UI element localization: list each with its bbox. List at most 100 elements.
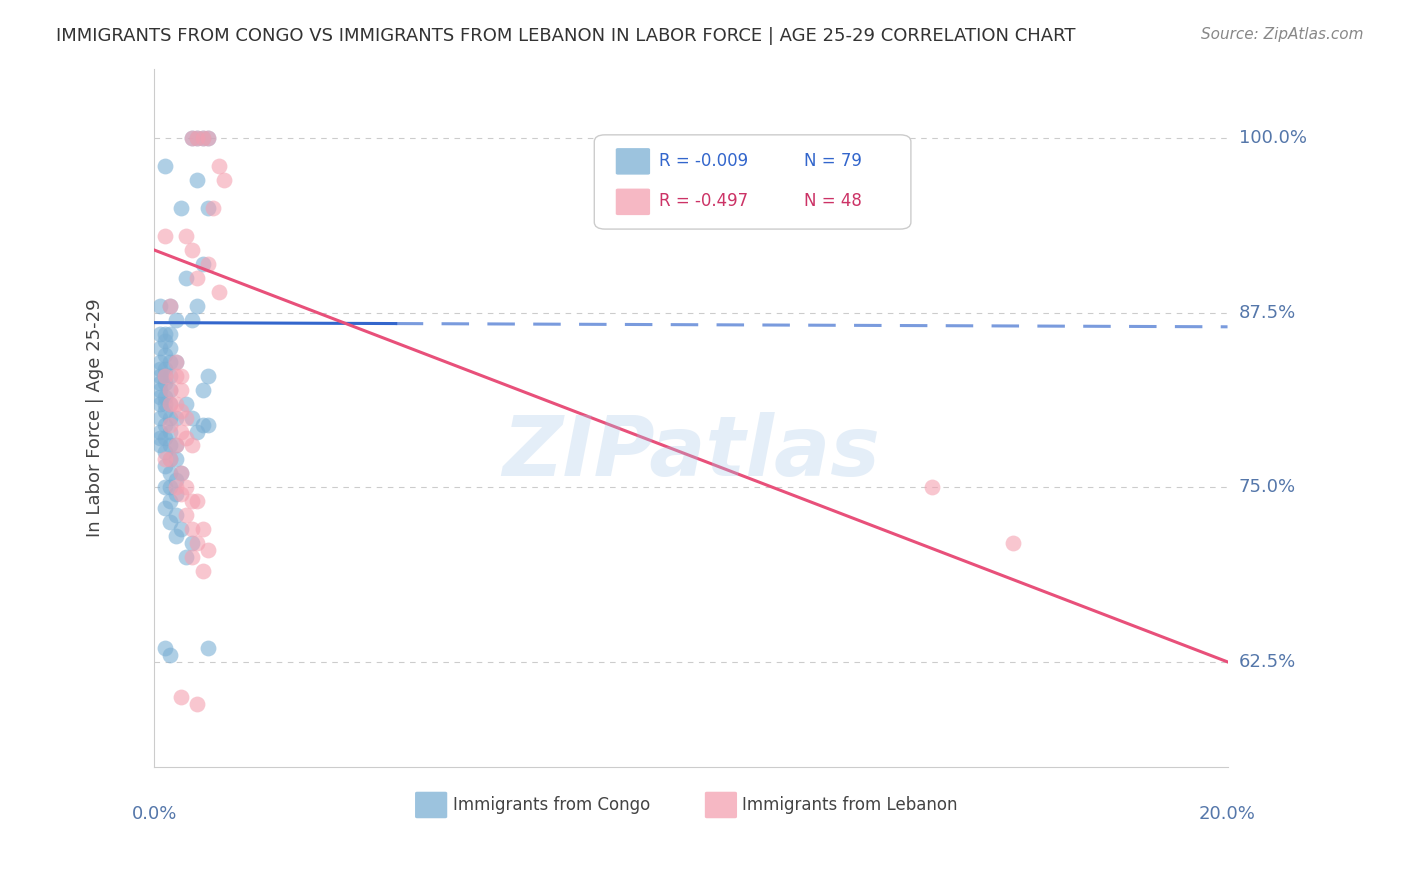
Point [212, 173, 235, 187]
Point [153, 501, 176, 516]
Point [197, 417, 219, 432]
Point [191, 522, 214, 536]
Point [176, 396, 198, 410]
Point [170, 425, 193, 439]
Point [149, 396, 172, 410]
Point [180, 550, 202, 565]
Text: 62.5%: 62.5% [1239, 653, 1296, 671]
Point [159, 425, 181, 439]
Point [159, 417, 181, 432]
Point [159, 299, 181, 313]
Point [180, 131, 202, 145]
Point [149, 299, 172, 313]
Text: R = -0.009: R = -0.009 [658, 152, 748, 169]
Point [170, 368, 193, 383]
Point [159, 516, 181, 530]
Point [197, 201, 219, 215]
Point [207, 159, 229, 173]
Point [149, 432, 172, 446]
Point [191, 131, 214, 145]
Point [159, 299, 181, 313]
Point [149, 326, 172, 341]
Point [202, 201, 225, 215]
Text: 87.5%: 87.5% [1239, 304, 1296, 322]
Point [153, 403, 176, 417]
Point [153, 417, 176, 432]
Point [170, 522, 193, 536]
FancyBboxPatch shape [704, 792, 737, 818]
Text: 100.0%: 100.0% [1239, 129, 1306, 147]
Point [180, 410, 202, 425]
Point [165, 438, 187, 452]
Point [191, 131, 214, 145]
Point [165, 487, 187, 501]
Point [159, 410, 181, 425]
Point [165, 452, 187, 467]
FancyBboxPatch shape [616, 148, 650, 175]
Point [149, 368, 172, 383]
Point [153, 368, 176, 383]
Point [186, 536, 208, 550]
Point [153, 390, 176, 404]
Point [1001, 536, 1024, 550]
Point [153, 334, 176, 348]
Point [191, 417, 214, 432]
Point [153, 480, 176, 494]
Text: ZIPatlas: ZIPatlas [502, 412, 880, 493]
Point [159, 383, 181, 397]
Point [165, 396, 187, 410]
Point [180, 243, 202, 257]
Point [197, 131, 219, 145]
Point [186, 271, 208, 285]
Point [191, 564, 214, 578]
Point [159, 467, 181, 481]
Point [180, 131, 202, 145]
Point [165, 474, 187, 488]
Point [159, 452, 181, 467]
Text: N = 79: N = 79 [804, 152, 862, 169]
Point [180, 313, 202, 327]
Point [149, 425, 172, 439]
Point [170, 201, 193, 215]
Point [159, 383, 181, 397]
Point [165, 355, 187, 369]
Point [197, 543, 219, 558]
Point [159, 494, 181, 508]
Point [165, 480, 187, 494]
Text: Immigrants from Lebanon: Immigrants from Lebanon [742, 796, 957, 814]
Point [165, 368, 187, 383]
Point [153, 396, 176, 410]
Point [197, 368, 219, 383]
Point [170, 690, 193, 704]
Point [197, 640, 219, 655]
Point [197, 131, 219, 145]
Point [159, 326, 181, 341]
Point [159, 396, 181, 410]
Point [176, 432, 198, 446]
Point [153, 640, 176, 655]
Point [159, 480, 181, 494]
Text: 75.0%: 75.0% [1239, 478, 1296, 496]
Point [149, 361, 172, 376]
Point [159, 341, 181, 355]
Point [165, 410, 187, 425]
Point [149, 341, 172, 355]
Point [180, 522, 202, 536]
Point [153, 348, 176, 362]
Text: IMMIGRANTS FROM CONGO VS IMMIGRANTS FROM LEBANON IN LABOR FORCE | AGE 25-29 CORR: IMMIGRANTS FROM CONGO VS IMMIGRANTS FROM… [56, 27, 1076, 45]
Point [186, 494, 208, 508]
Point [153, 452, 176, 467]
Point [149, 355, 172, 369]
Point [176, 480, 198, 494]
Point [153, 326, 176, 341]
Point [191, 383, 214, 397]
Point [153, 459, 176, 474]
Point [165, 508, 187, 523]
Point [153, 361, 176, 376]
Point [170, 403, 193, 417]
Point [153, 376, 176, 390]
Point [186, 299, 208, 313]
Point [180, 438, 202, 452]
Point [186, 425, 208, 439]
FancyBboxPatch shape [415, 792, 447, 818]
